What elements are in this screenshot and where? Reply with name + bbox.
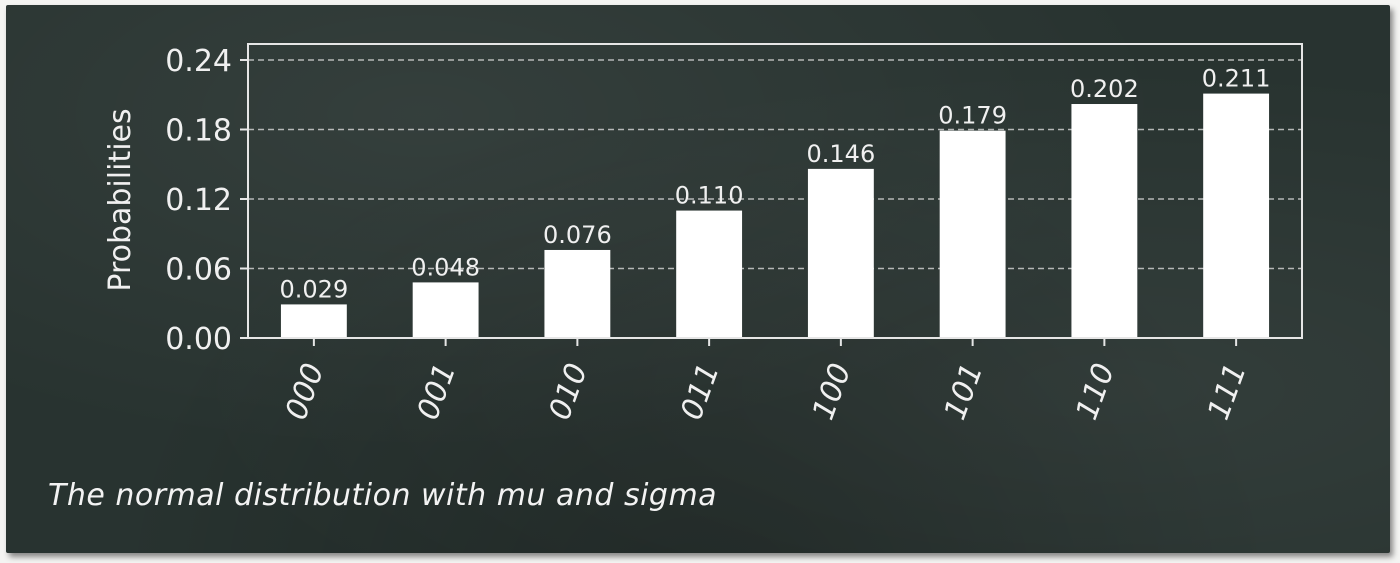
x-tick-label: 100: [806, 359, 858, 425]
data-labels: 0.029 0.048 0.076 0.110 0.146 0.179 0.202 0.211: [280, 65, 1271, 304]
data-label: 0.146: [807, 140, 876, 168]
bar-101: [939, 130, 1006, 338]
data-label: 0.048: [411, 253, 480, 281]
bar-100: [807, 168, 874, 338]
bars: [280, 93, 1270, 339]
x-tick-label: 111: [1201, 359, 1253, 425]
x-tick-label: 000: [279, 359, 331, 425]
y-tick-label: 0.12: [165, 183, 232, 218]
bar-001: [412, 282, 479, 338]
data-label: 0.076: [543, 221, 612, 249]
x-tick-label: 101: [938, 359, 990, 425]
y-tick-label: 0.06: [165, 253, 232, 288]
axes: [247, 43, 1303, 339]
x-tick-label: 001: [411, 359, 463, 425]
y-axis-label: Probabilities: [103, 108, 138, 291]
y-tick-label: 0.00: [165, 322, 232, 357]
x-tick-label: 011: [674, 359, 726, 425]
data-label: 0.110: [675, 182, 744, 210]
data-label: 0.179: [938, 102, 1007, 130]
data-label: 0.202: [1070, 75, 1139, 103]
plot-frame: [247, 43, 1303, 339]
x-tick-label: 110: [1069, 359, 1121, 425]
data-label: 0.029: [280, 275, 349, 303]
y-tick-labels: 0.00 0.06 0.12 0.18 0.24: [165, 44, 248, 357]
y-tick-label: 0.18: [165, 114, 232, 149]
bar-011: [676, 210, 743, 338]
bar-111: [1203, 93, 1270, 338]
bar-110: [1071, 104, 1138, 339]
chart-caption: The normal distribution with mu and sigm…: [48, 478, 718, 513]
bar-010: [544, 249, 611, 338]
grid-lines: [248, 59, 1302, 270]
x-tick-label: 010: [542, 359, 594, 425]
bar-000: [280, 304, 347, 338]
data-label: 0.211: [1202, 65, 1271, 93]
y-tick-label: 0.24: [165, 44, 232, 79]
x-tick-labels: 000 001 010 011 100 101 110 111: [279, 338, 1254, 425]
